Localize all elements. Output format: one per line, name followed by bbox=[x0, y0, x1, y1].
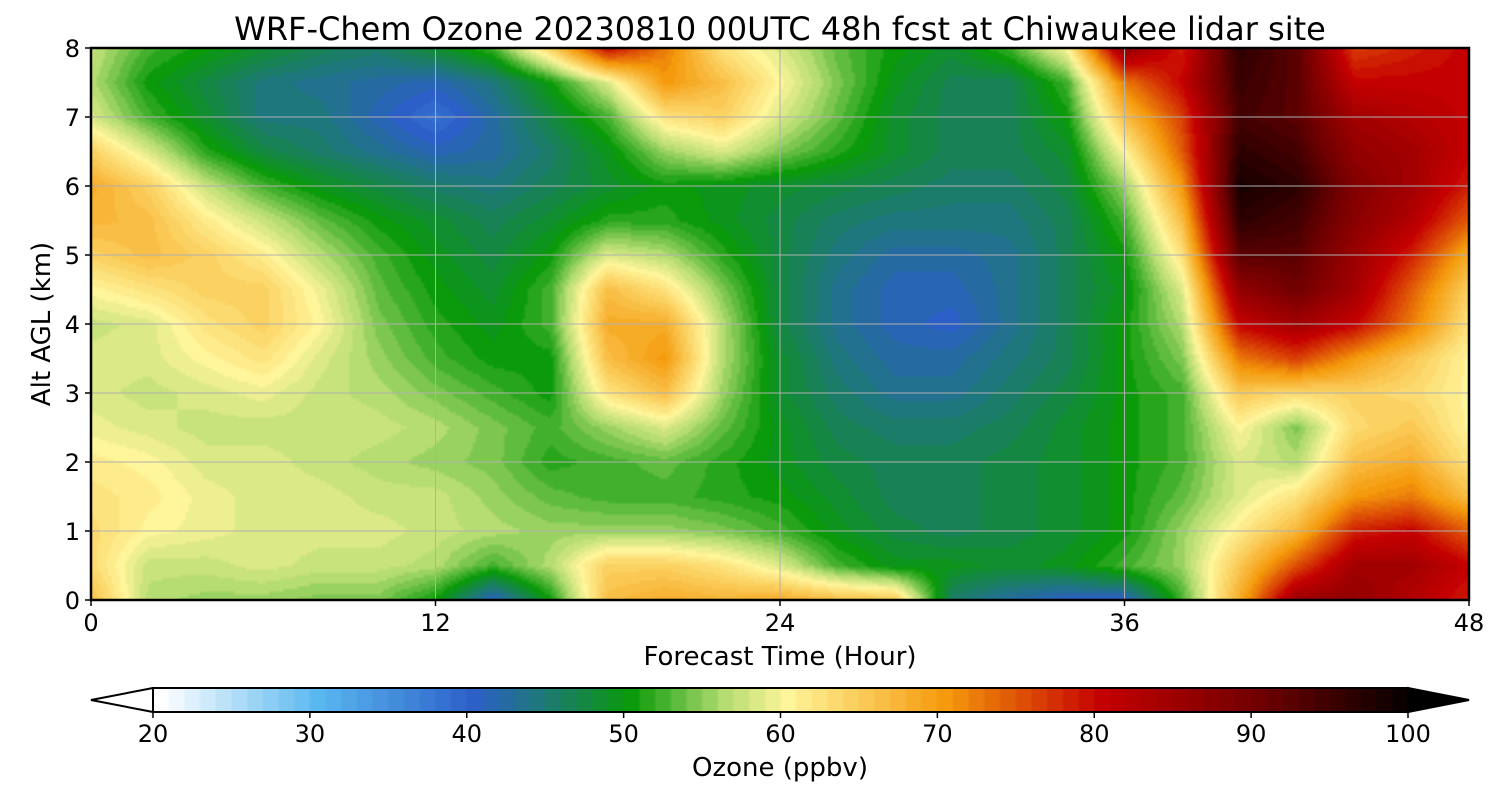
y-tick-label: 4 bbox=[65, 311, 80, 339]
y-tick-label: 6 bbox=[65, 173, 80, 201]
y-axis: 0 1 2 3 4 5 6 7 8 bbox=[65, 35, 91, 615]
x-tick-label: 24 bbox=[765, 609, 796, 637]
x-tick-label: 36 bbox=[1109, 609, 1140, 637]
x-tick-label: 12 bbox=[420, 609, 451, 637]
colorbar-label: Ozone (ppbv) bbox=[692, 753, 868, 783]
chart-title: WRF-Chem Ozone 20230810 00UTC 48h fcst a… bbox=[234, 10, 1326, 48]
colorbar-extend-low bbox=[90, 686, 154, 714]
y-tick-label: 8 bbox=[65, 35, 80, 63]
colorbar-tick-label: 100 bbox=[1385, 720, 1431, 748]
colorbar-tick-label: 30 bbox=[295, 720, 326, 748]
grid-lines bbox=[91, 48, 1469, 600]
colorbar-tick-label: 80 bbox=[1079, 720, 1110, 748]
colorbar-gradient bbox=[153, 688, 1408, 712]
colorbar-tick-label: 40 bbox=[451, 720, 482, 748]
colorbar-tick-label: 90 bbox=[1236, 720, 1267, 748]
y-tick-label: 0 bbox=[65, 587, 80, 615]
colorbar-ticks: 20 30 40 50 60 70 80 90 100 bbox=[138, 712, 1431, 748]
y-tick-label: 2 bbox=[65, 449, 80, 477]
colorbar-extend-high bbox=[1407, 686, 1470, 714]
colorbar-tick-label: 20 bbox=[138, 720, 169, 748]
colorbar: 20 30 40 50 60 70 80 90 100 Ozone (ppbv) bbox=[90, 686, 1470, 783]
x-tick-label: 48 bbox=[1454, 609, 1485, 637]
x-axis: 0 12 24 36 48 bbox=[83, 600, 1484, 637]
y-axis-label: Alt AGL (km) bbox=[27, 242, 57, 406]
y-tick-label: 1 bbox=[65, 518, 80, 546]
x-tick-label: 0 bbox=[83, 609, 98, 637]
x-axis-label: Forecast Time (Hour) bbox=[643, 642, 916, 672]
colorbar-tick-label: 70 bbox=[922, 720, 953, 748]
y-tick-label: 5 bbox=[65, 242, 80, 270]
y-tick-label: 3 bbox=[65, 380, 80, 408]
colorbar-tick-label: 60 bbox=[765, 720, 796, 748]
y-tick-label: 7 bbox=[65, 104, 80, 132]
colorbar-tick-label: 50 bbox=[608, 720, 639, 748]
